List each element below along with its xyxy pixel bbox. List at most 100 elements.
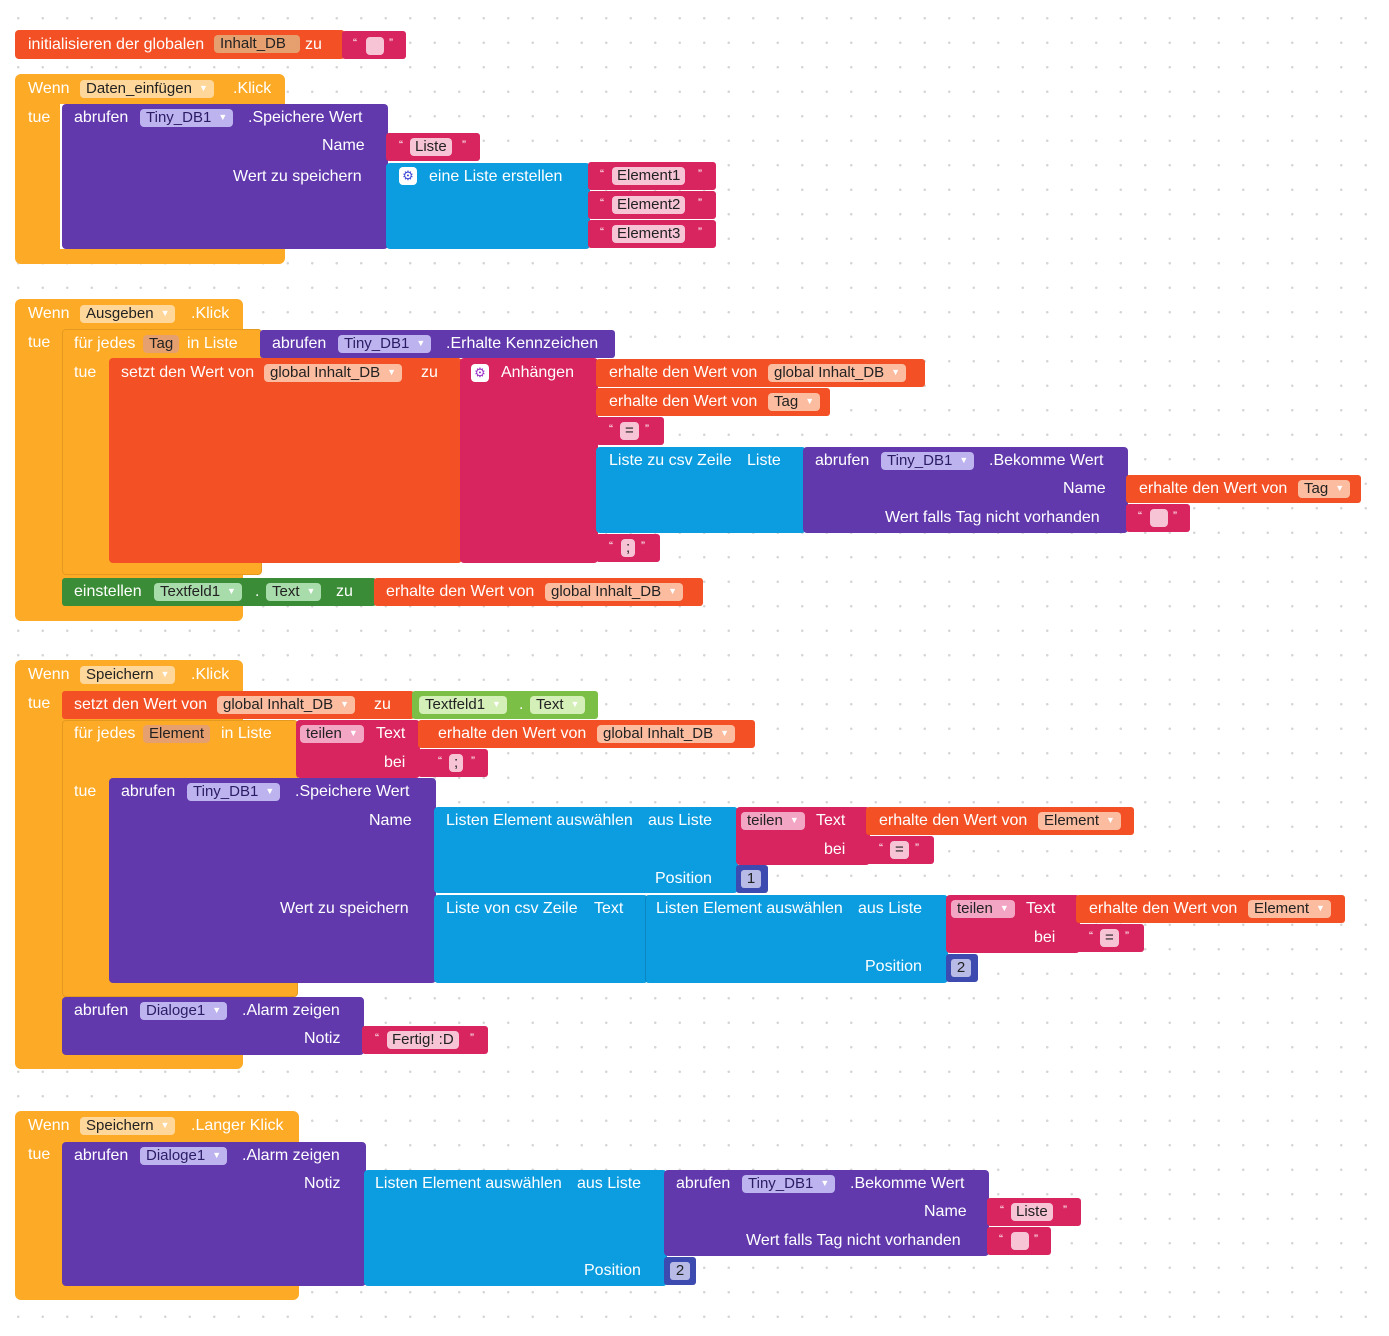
string-liste[interactable]: Liste <box>410 138 452 156</box>
string-fertig[interactable]: Fertig! :D <box>387 1031 459 1049</box>
global-var-name[interactable]: Inhalt_DB <box>214 35 300 53</box>
list-to-csv-row-block[interactable] <box>596 447 806 533</box>
wert-falls-tag-label: Wert falls Tag nicht vorhanden <box>746 1232 961 1249</box>
select-list-item-block[interactable] <box>364 1170 667 1286</box>
component-dropdown-speichern[interactable]: Speichern ▼ <box>80 666 176 684</box>
tinydb-erhalte-kennzeichen-block[interactable] <box>260 330 615 358</box>
select-list-item-block[interactable] <box>434 807 738 893</box>
speichere-wert-label: .Speichere Wert <box>248 109 363 126</box>
text-label: Text <box>376 725 406 742</box>
loop-var-element[interactable]: Element <box>143 725 211 743</box>
abrufen-label: abrufen <box>272 335 327 352</box>
local-var-dropdown-tag[interactable]: Tag ▼ <box>768 393 821 411</box>
component-dropdown-textfeld[interactable]: Textfeld1 ▼ <box>419 696 507 714</box>
string-equals[interactable]: = <box>890 841 909 859</box>
global-var-dropdown[interactable]: global Inhalt_DB ▼ <box>217 696 355 714</box>
quote-icon: “ <box>1138 509 1142 523</box>
string-liste[interactable]: Liste <box>1011 1203 1053 1221</box>
string-equals[interactable]: = <box>1100 929 1119 947</box>
string-element2[interactable]: Element2 <box>612 196 686 214</box>
split-dropdown[interactable]: teilen ▼ <box>300 725 364 743</box>
global-var-dropdown[interactable]: global Inhalt_DB ▼ <box>768 364 906 382</box>
wenn-label: Wenn <box>28 305 70 322</box>
number-2[interactable]: 2 <box>670 1262 690 1280</box>
split-dropdown[interactable]: teilen ▼ <box>741 812 805 830</box>
component-dropdown-tinydb[interactable]: Tiny_DB1 ▼ <box>187 783 281 801</box>
name-label: Name <box>1063 480 1106 497</box>
dropdown-arrow-icon: ▼ <box>265 786 275 796</box>
number-1[interactable]: 1 <box>741 870 761 888</box>
global-var-dropdown[interactable]: global Inhalt_DB ▼ <box>597 725 735 743</box>
local-var-dropdown-tag[interactable]: Tag ▼ <box>1298 480 1351 498</box>
fuer-jedes-label: für jedes <box>74 335 136 352</box>
global-var-dropdown[interactable]: global Inhalt_DB ▼ <box>545 583 683 601</box>
dropdown-arrow-icon: ▼ <box>1316 903 1325 913</box>
bekomme-wert-label: .Bekomme Wert <box>989 452 1104 469</box>
string-equals[interactable]: = <box>620 422 639 440</box>
component-dropdown-tinydb[interactable]: Tiny_DB1 ▼ <box>140 109 234 127</box>
wenn-label: Wenn <box>28 1117 70 1134</box>
tinydb-speichere-wert-block[interactable] <box>62 104 388 249</box>
component-dropdown-tinydb[interactable]: Tiny_DB1 ▼ <box>742 1175 836 1193</box>
dot-label: . <box>255 583 260 600</box>
split-dropdown[interactable]: teilen ▼ <box>951 900 1015 918</box>
quote-icon: ” <box>915 841 919 855</box>
dropdown-arrow-icon: ▼ <box>959 455 969 465</box>
name-label: Name <box>924 1203 967 1220</box>
wert-falls-tag-label: Wert falls Tag nicht vorhanden <box>885 509 1100 526</box>
dropdown-arrow-icon: ▼ <box>212 1005 222 1015</box>
property-dropdown-text[interactable]: Text ▼ <box>530 696 586 714</box>
erhalte-den-wert-von-label: erhalte den Wert von <box>609 364 758 381</box>
quote-icon: ” <box>470 1031 474 1045</box>
dropdown-arrow-icon: ▼ <box>1106 815 1115 825</box>
text-join-block[interactable] <box>460 358 598 563</box>
local-var-dropdown-element[interactable]: Element ▼ <box>1248 900 1331 918</box>
quote-icon: “ <box>399 138 403 152</box>
component-dropdown-daten-einfuegen[interactable]: Daten_einfügen ▼ <box>80 80 214 98</box>
tinydb-speichere-wert-block[interactable] <box>109 778 436 983</box>
empty-string[interactable] <box>1150 509 1168 527</box>
list-from-csv-row-block[interactable] <box>434 895 648 983</box>
set-global-block[interactable] <box>109 358 462 563</box>
component-dropdown-textfeld[interactable]: Textfeld1 ▼ <box>154 583 242 601</box>
string-element1[interactable]: Element1 <box>612 167 686 185</box>
string-semicolon[interactable]: ; <box>621 539 636 557</box>
quote-icon: “ <box>879 841 883 855</box>
dropdown-arrow-icon: ▼ <box>340 699 349 709</box>
component-dropdown-dialoge[interactable]: Dialoge1 ▼ <box>140 1147 228 1165</box>
component-dropdown-ausgeben[interactable]: Ausgeben ▼ <box>80 305 176 323</box>
make-list-block[interactable] <box>386 163 590 249</box>
dropdown-arrow-icon: ▼ <box>492 699 501 709</box>
gear-icon[interactable]: ⚙ <box>471 364 489 382</box>
text-label: Text <box>816 812 846 829</box>
dropdown-arrow-icon: ▼ <box>416 338 426 348</box>
dropdown-arrow-icon: ▼ <box>1335 483 1345 493</box>
aus-liste-label: aus Liste <box>648 812 713 829</box>
component-dropdown-tinydb[interactable]: Tiny_DB1 ▼ <box>881 452 975 470</box>
component-dropdown-dialoge[interactable]: Dialoge1 ▼ <box>140 1002 228 1020</box>
abrufen-label: abrufen <box>815 452 870 469</box>
text-label: Text <box>1026 900 1056 917</box>
gear-icon[interactable]: ⚙ <box>399 167 417 185</box>
local-var-dropdown-element[interactable]: Element ▼ <box>1038 812 1121 830</box>
bekomme-wert-label: .Bekomme Wert <box>850 1175 965 1192</box>
component-dropdown-speichern[interactable]: Speichern ▼ <box>80 1117 176 1135</box>
quote-icon: “ <box>609 422 613 436</box>
loop-var-tag[interactable]: Tag <box>143 335 180 353</box>
select-list-item-block[interactable] <box>645 895 948 983</box>
component-dropdown-tinydb[interactable]: Tiny_DB1 ▼ <box>338 335 432 353</box>
dialoge-alarm-zeigen-block[interactable] <box>62 1142 366 1286</box>
dropdown-arrow-icon: ▼ <box>891 367 900 377</box>
global-var-dropdown[interactable]: global Inhalt_DB ▼ <box>264 364 402 382</box>
quote-icon: ” <box>641 539 645 553</box>
quote-icon: ” <box>645 422 649 436</box>
wenn-label: Wenn <box>28 80 70 97</box>
property-dropdown-text[interactable]: Text ▼ <box>266 583 322 601</box>
empty-string[interactable] <box>366 37 384 55</box>
string-element3[interactable]: Element3 <box>612 225 686 243</box>
empty-string[interactable] <box>1011 1232 1029 1250</box>
global-init-label: initialisieren der globalen <box>28 36 205 53</box>
name-label: Name <box>369 812 412 829</box>
number-2[interactable]: 2 <box>951 959 971 977</box>
string-semicolon[interactable]: ; <box>449 754 464 772</box>
